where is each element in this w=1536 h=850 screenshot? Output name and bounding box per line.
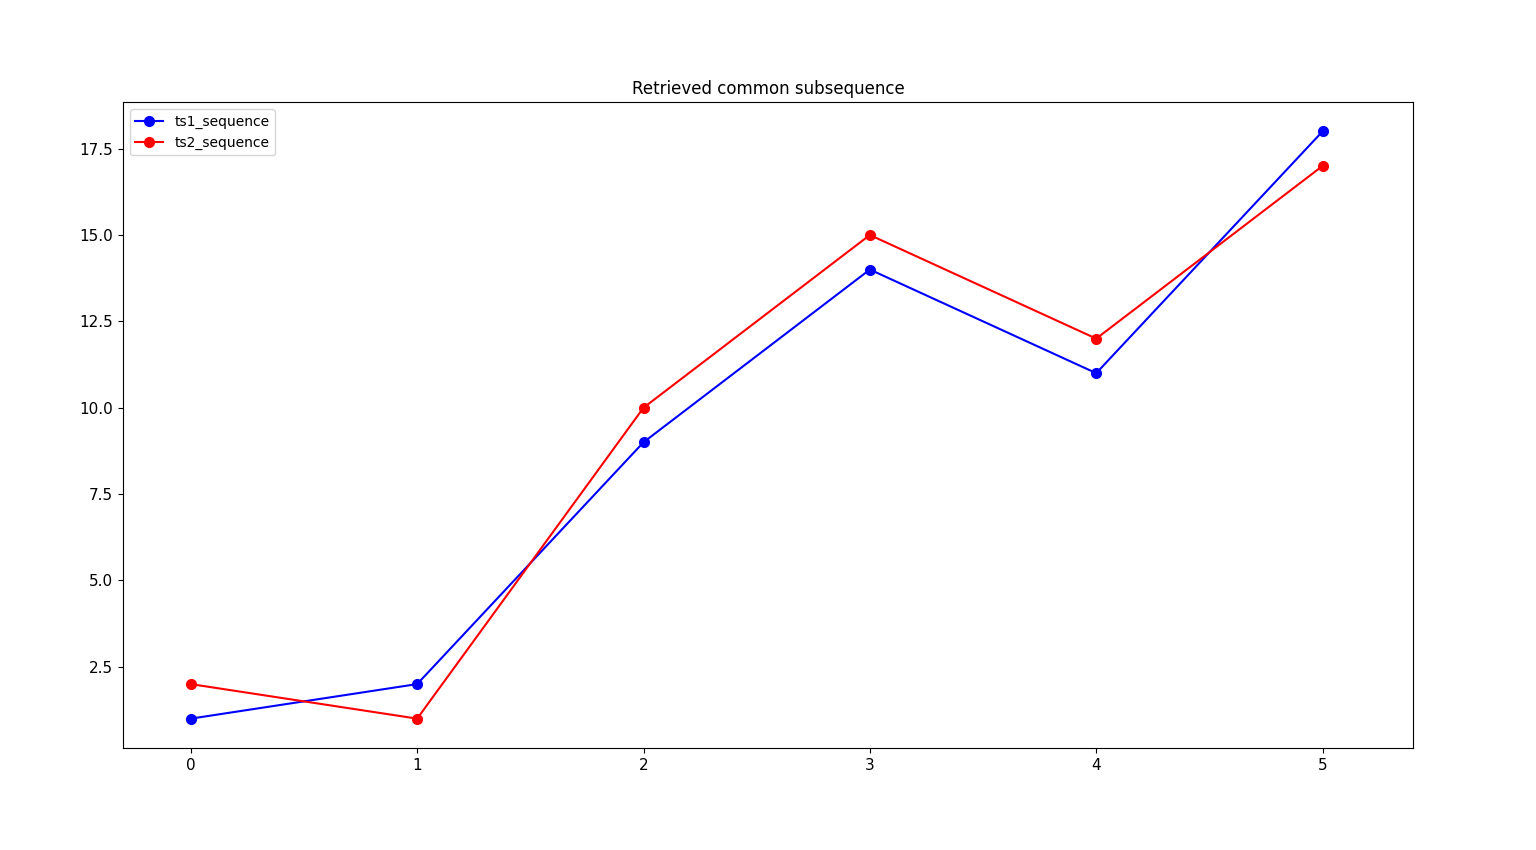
Line: ts1_sequence: ts1_sequence [186,127,1327,723]
ts1_sequence [409,679,427,689]
Legend: ts1_sequence, ts2_sequence: ts1_sequence, ts2_sequence [131,109,275,156]
ts1_sequence [1087,368,1106,378]
ts1_sequence [634,437,653,447]
ts2_sequence [1087,333,1106,343]
ts1_sequence [1313,127,1332,137]
Line: ts2_sequence: ts2_sequence [186,161,1327,723]
ts2_sequence [1313,161,1332,171]
Title: Retrieved common subsequence: Retrieved common subsequence [631,80,905,98]
ts1_sequence [181,713,200,723]
ts1_sequence [860,264,879,275]
ts2_sequence [634,403,653,413]
ts2_sequence [860,230,879,240]
ts2_sequence [181,679,200,689]
ts2_sequence [409,713,427,723]
